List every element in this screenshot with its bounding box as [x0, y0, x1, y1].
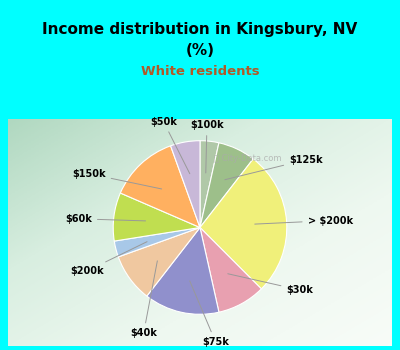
Text: $100k: $100k — [190, 120, 224, 173]
Text: Income distribution in Kingsbury, NV: Income distribution in Kingsbury, NV — [42, 22, 358, 37]
Text: $125k: $125k — [225, 155, 323, 180]
Wedge shape — [114, 228, 200, 257]
Text: $40k: $40k — [130, 261, 157, 338]
Wedge shape — [113, 193, 200, 241]
Wedge shape — [118, 228, 200, 296]
Wedge shape — [200, 228, 261, 312]
Wedge shape — [147, 228, 219, 314]
Text: ⓘ City-Data.com: ⓘ City-Data.com — [214, 154, 282, 162]
Text: $150k: $150k — [72, 169, 162, 189]
Wedge shape — [170, 141, 200, 228]
Text: $50k: $50k — [150, 117, 190, 174]
Wedge shape — [200, 159, 287, 289]
Text: $200k: $200k — [70, 241, 147, 276]
Text: $75k: $75k — [190, 281, 229, 347]
Text: $30k: $30k — [228, 274, 313, 295]
Wedge shape — [200, 141, 219, 228]
Text: $60k: $60k — [65, 214, 146, 224]
Text: White residents: White residents — [141, 65, 259, 78]
Wedge shape — [120, 146, 200, 228]
Text: (%): (%) — [186, 43, 214, 58]
Text: > $200k: > $200k — [255, 216, 353, 225]
Wedge shape — [200, 143, 253, 228]
